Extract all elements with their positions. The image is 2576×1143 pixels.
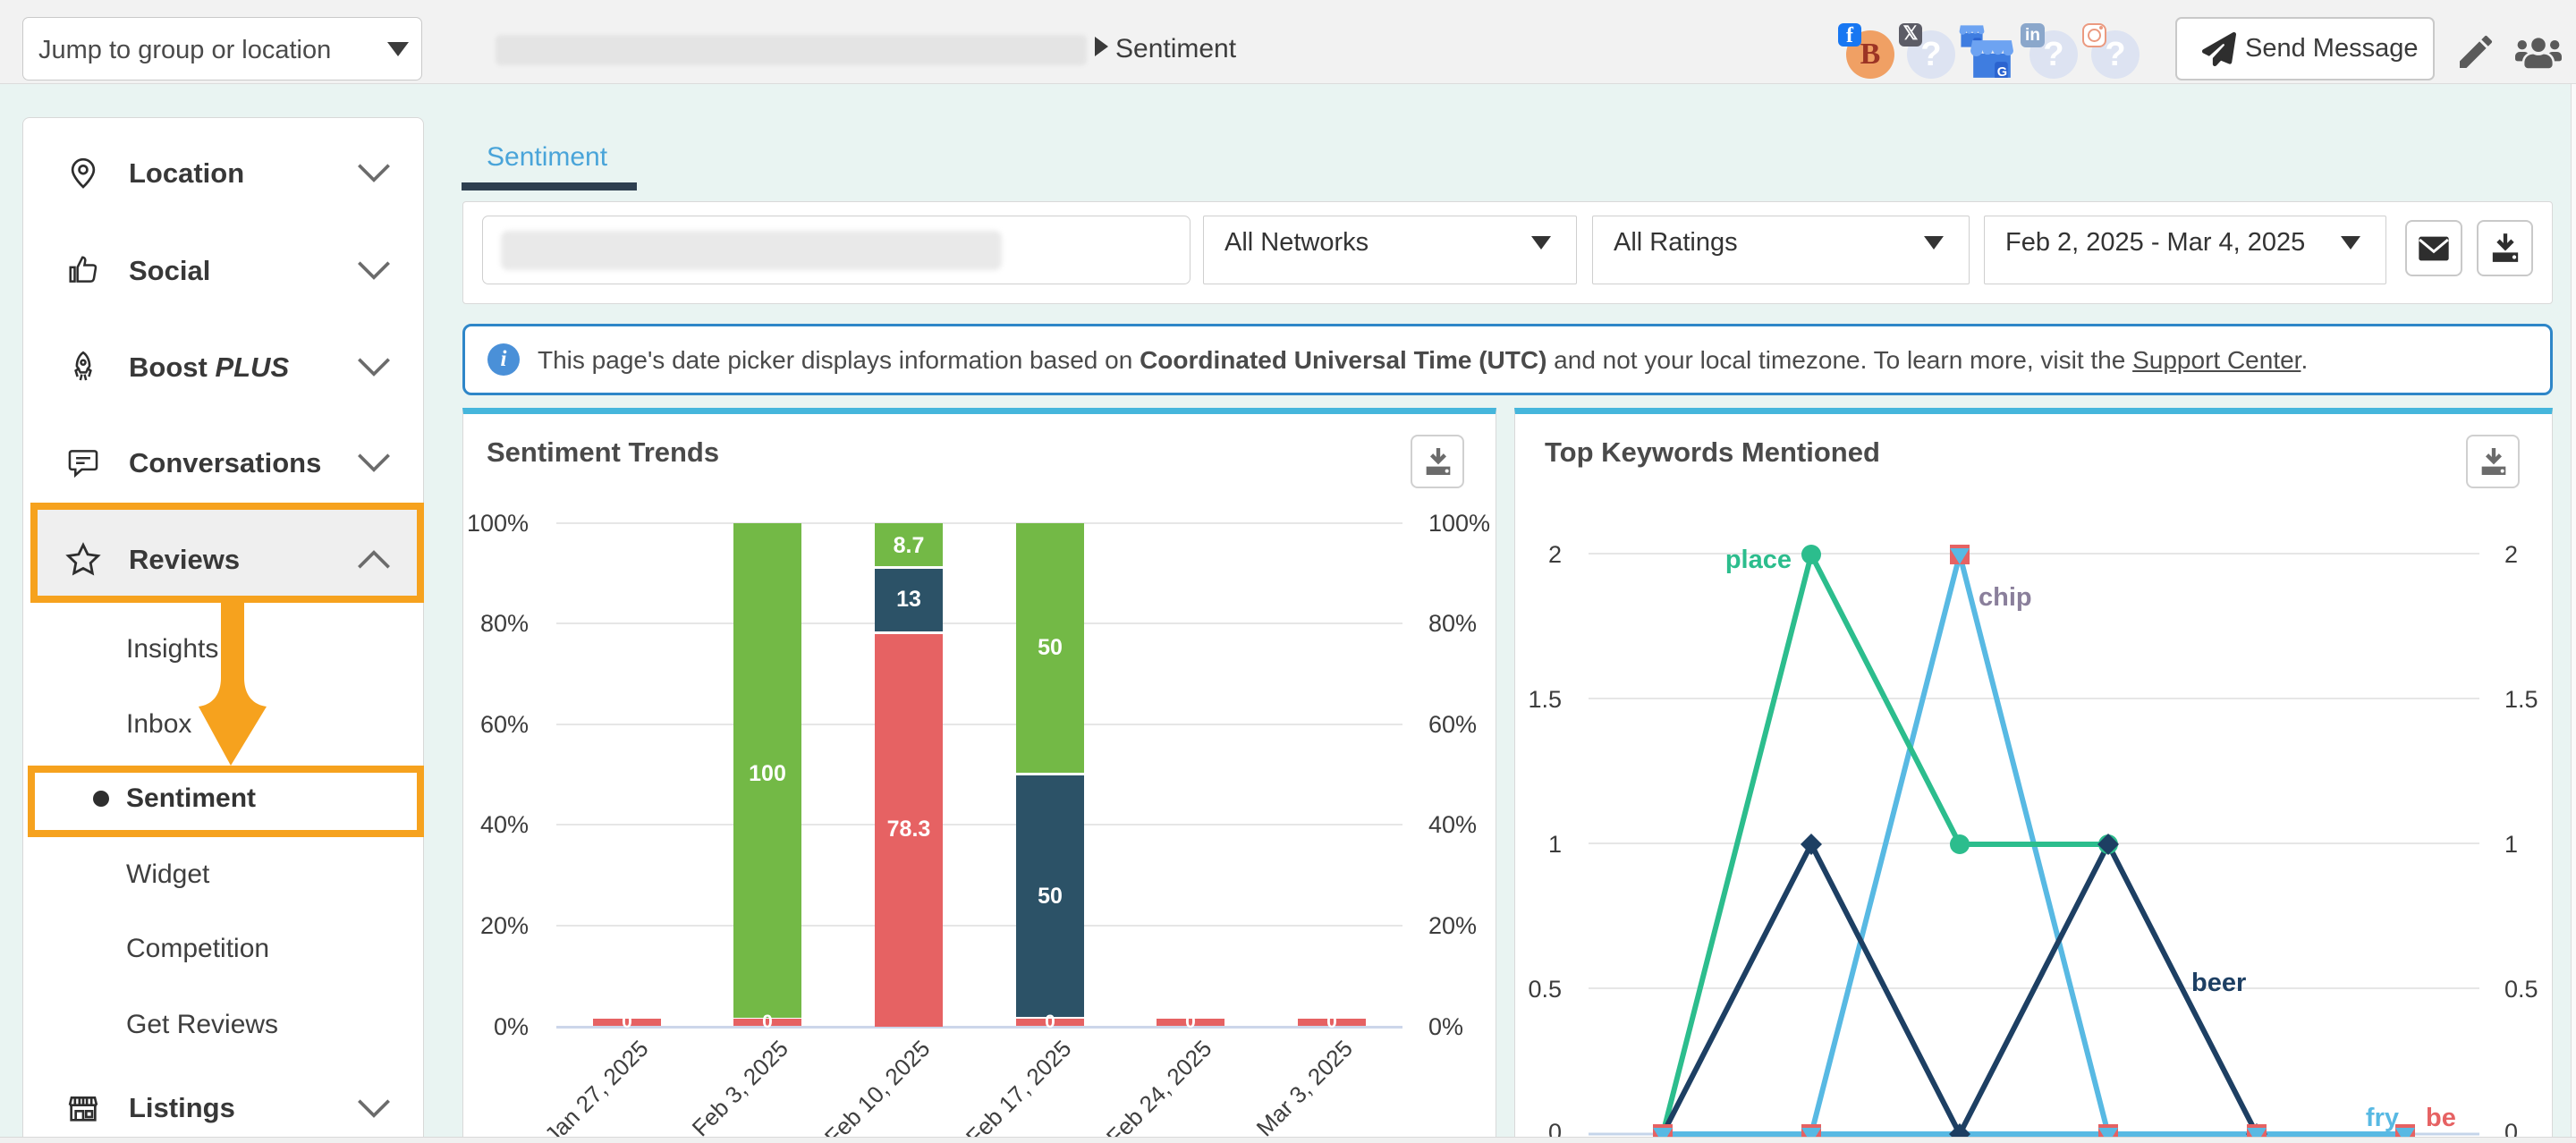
svg-text:G: G bbox=[1997, 65, 2007, 80]
